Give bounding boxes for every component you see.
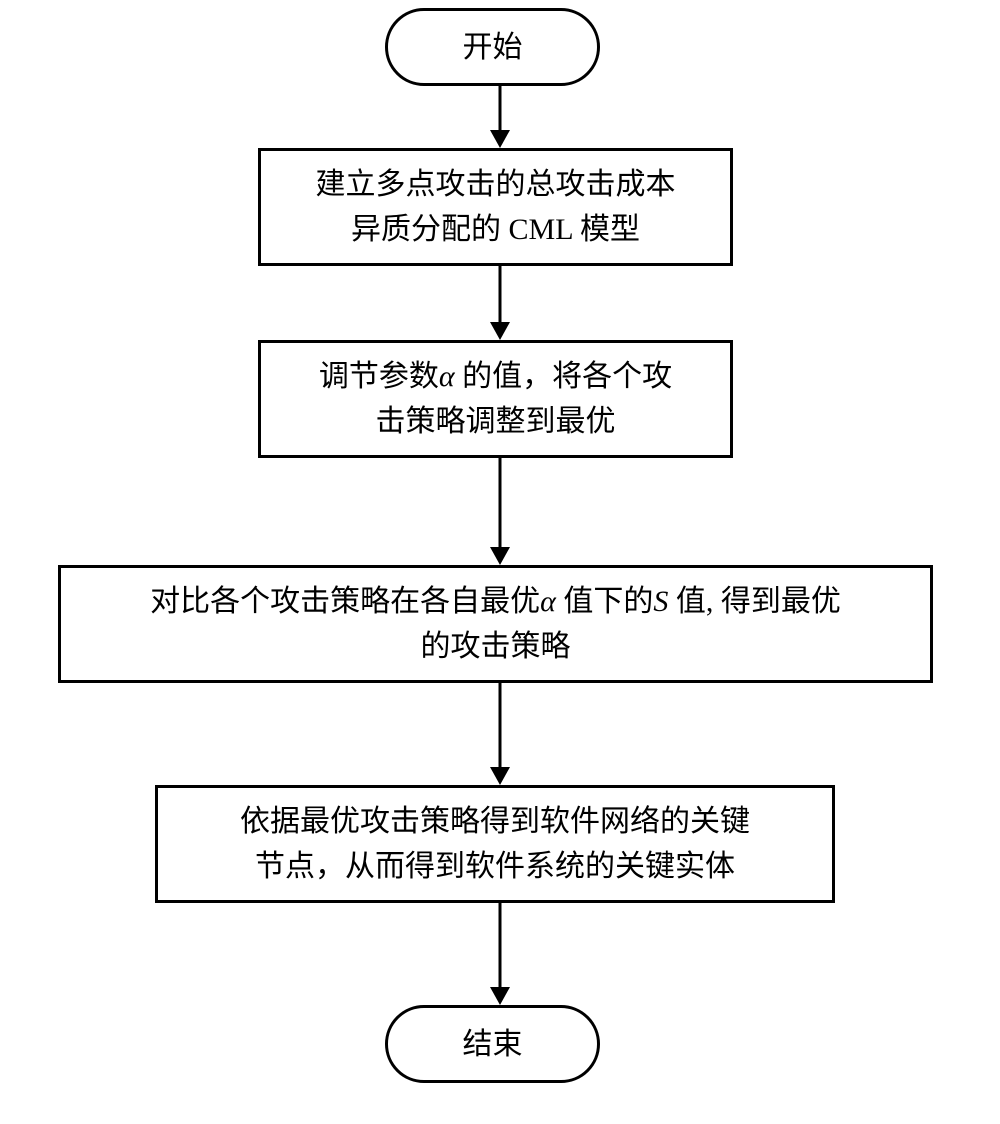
start-label: 开始 (463, 25, 523, 70)
end-node: 结束 (385, 1005, 600, 1083)
step1-line1: 建立多点攻击的总攻击成本 (316, 168, 676, 201)
step2-var-alpha: α (439, 360, 455, 393)
step3-line1-part1: 对比各个攻击策略在各自最优 (150, 585, 540, 618)
step2-text: 调节参数α 的值，将各个攻 击策略调整到最优 (319, 354, 672, 444)
step3-var-alpha: α (540, 585, 556, 618)
step4-line2: 节点，从而得到软件系统的关键实体 (255, 850, 735, 883)
arrow-2 (480, 266, 520, 340)
step2-line2: 击策略调整到最优 (376, 405, 616, 438)
end-label: 结束 (463, 1022, 523, 1067)
step3-text: 对比各个攻击策略在各自最优α 值下的S 值, 得到最优 的攻击策略 (150, 579, 841, 669)
step2-line1-part1: 调节参数 (319, 360, 439, 393)
step4-text: 依据最优攻击策略得到软件网络的关键 节点，从而得到软件系统的关键实体 (240, 799, 750, 889)
arrow-3 (480, 458, 520, 565)
step2-line1-part2: 的值，将各个攻 (455, 360, 673, 393)
step1-line2: 异质分配的 CML 模型 (351, 213, 640, 246)
arrow-5 (480, 903, 520, 1005)
step3-line1-part3: 值, 得到最优 (668, 585, 841, 618)
step3-line2: 的攻击策略 (421, 630, 571, 663)
step1-node: 建立多点攻击的总攻击成本 异质分配的 CML 模型 (258, 148, 733, 266)
step3-node: 对比各个攻击策略在各自最优α 值下的S 值, 得到最优 的攻击策略 (58, 565, 933, 683)
step3-var-s: S (653, 585, 668, 618)
arrow-1 (480, 86, 520, 148)
step1-text: 建立多点攻击的总攻击成本 异质分配的 CML 模型 (316, 162, 676, 252)
step4-line1: 依据最优攻击策略得到软件网络的关键 (240, 805, 750, 838)
flowchart-container: 开始 建立多点攻击的总攻击成本 异质分配的 CML 模型 调节参数α 的值，将各… (0, 0, 1000, 1124)
arrow-4 (480, 683, 520, 785)
start-node: 开始 (385, 8, 600, 86)
step2-node: 调节参数α 的值，将各个攻 击策略调整到最优 (258, 340, 733, 458)
step3-line1-part2: 值下的 (556, 585, 654, 618)
step4-node: 依据最优攻击策略得到软件网络的关键 节点，从而得到软件系统的关键实体 (155, 785, 835, 903)
